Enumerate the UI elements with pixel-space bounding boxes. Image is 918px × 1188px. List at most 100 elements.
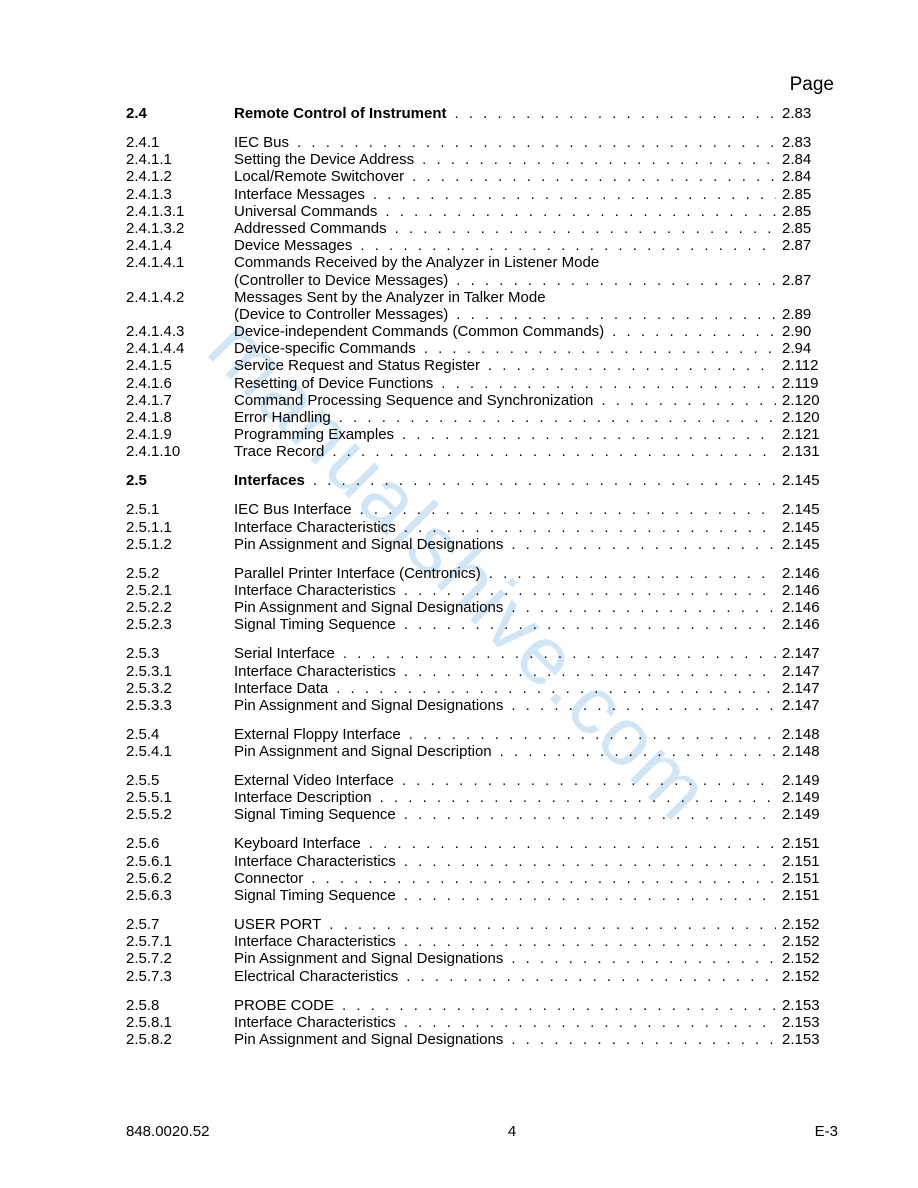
entry-page: 2.146	[776, 566, 838, 581]
dot-leader	[420, 152, 776, 167]
entry-title: Device-specific Commands	[234, 341, 422, 356]
dot-leader	[439, 376, 776, 391]
dot-leader	[404, 969, 776, 984]
entry-title-cont: (Device to Controller Messages)	[234, 307, 454, 322]
entry-page: 2.152	[776, 917, 838, 932]
dot-leader	[311, 473, 776, 488]
section-number: 2.4.1.7	[126, 393, 234, 408]
dot-leader	[334, 681, 776, 696]
entry-title: Device Messages	[234, 238, 358, 253]
dot-leader	[341, 646, 776, 661]
section-number: 2.4.1.4.2	[126, 290, 234, 305]
entry-page: 2.147	[776, 681, 838, 696]
dot-leader	[486, 358, 776, 373]
toc-row: 2.5.2Parallel Printer Interface (Centron…	[126, 566, 838, 581]
dot-leader	[402, 807, 776, 822]
entry-page: 2.83	[776, 135, 838, 150]
section-number: 2.5.7	[126, 917, 234, 932]
entry-title: Interface Messages	[234, 187, 371, 202]
entry-page: 2.148	[776, 727, 838, 742]
toc-row: 2.5.6.2Connector2.151	[126, 871, 838, 886]
entry-title-cont: (Controller to Device Messages)	[234, 273, 454, 288]
entry-page: 2.85	[776, 221, 838, 236]
entry-title: PROBE CODE	[234, 998, 340, 1013]
section-number: 2.5.7.1	[126, 934, 234, 949]
toc-row: 2.5.1.2Pin Assignment and Signal Designa…	[126, 537, 838, 552]
dot-leader	[454, 307, 776, 322]
section-number: 2.4.1.5	[126, 358, 234, 373]
section-number: 2.5.1.2	[126, 537, 234, 552]
toc-row: 2.5.3.2Interface Data2.147	[126, 681, 838, 696]
entry-title: USER PORT	[234, 917, 327, 932]
toc-row-continuation: 2.4.1.4.1(Controller to Device Messages)…	[126, 273, 838, 288]
section-number: 2.5.8.1	[126, 1015, 234, 1030]
dot-leader	[402, 583, 776, 598]
toc-row: 2.4.1.4.1Commands Received by the Analyz…	[126, 255, 838, 270]
entry-page: 2.85	[776, 187, 838, 202]
entry-title: Error Handling	[234, 410, 337, 425]
dot-leader	[402, 664, 776, 679]
section-number: 2.5.6.1	[126, 854, 234, 869]
entry-title: Trace Record	[234, 444, 330, 459]
entry-title: External Floppy Interface	[234, 727, 407, 742]
entry-page: 2.151	[776, 854, 838, 869]
section-number: 2.5.2	[126, 566, 234, 581]
toc-row: 2.5.8.2Pin Assignment and Signal Designa…	[126, 1032, 838, 1047]
table-of-contents: 2.4Remote Control of Instrument2.832.4.1…	[126, 106, 838, 1047]
dot-leader	[295, 135, 776, 150]
toc-row: 2.4.1.10Trace Record2.131	[126, 444, 838, 459]
entry-title: Addressed Commands	[234, 221, 393, 236]
toc-row: 2.5.2.3Signal Timing Sequence2.146	[126, 617, 838, 632]
dot-leader	[337, 410, 776, 425]
toc-row: 2.4.1.9Programming Examples2.121	[126, 427, 838, 442]
section-number: 2.4	[126, 106, 234, 121]
section-number: 2.4.1.2	[126, 169, 234, 184]
entry-page: 2.151	[776, 836, 838, 851]
entry-page: 2.147	[776, 646, 838, 661]
dot-leader	[599, 393, 776, 408]
entry-title: Connector	[234, 871, 309, 886]
dot-leader	[358, 238, 776, 253]
toc-row: 2.5.8.1Interface Characteristics2.153	[126, 1015, 838, 1030]
entry-page: 2.146	[776, 583, 838, 598]
entry-page: 2.149	[776, 807, 838, 822]
entry-page: 2.152	[776, 934, 838, 949]
entry-title: Device-independent Commands (Common Comm…	[234, 324, 610, 339]
dot-leader	[454, 273, 776, 288]
entry-title: Interfaces	[234, 473, 311, 488]
toc-row: 2.5.8PROBE CODE2.153	[126, 998, 838, 1013]
footer-center: 4	[508, 1123, 516, 1140]
toc-row: 2.4.1.4.3Device-independent Commands (Co…	[126, 324, 838, 339]
section-number: 2.5.6.3	[126, 888, 234, 903]
entry-title: Interface Characteristics	[234, 934, 402, 949]
section-number: 2.4.1.4.1	[126, 255, 234, 270]
toc-row: 2.5.5.2Signal Timing Sequence2.149	[126, 807, 838, 822]
entry-page: 2.145	[776, 502, 838, 517]
dot-leader	[330, 444, 776, 459]
dot-leader	[400, 773, 776, 788]
section-number: 2.5.2.3	[126, 617, 234, 632]
section-number: 2.5.3.1	[126, 664, 234, 679]
dot-leader	[610, 324, 776, 339]
entry-page: 2.90	[776, 324, 838, 339]
dot-leader	[309, 871, 776, 886]
toc-row: 2.4.1.8Error Handling2.120	[126, 410, 838, 425]
section-number: 2.4.1.3.2	[126, 221, 234, 236]
section-number: 2.5.7.3	[126, 969, 234, 984]
toc-row: 2.5.3Serial Interface2.147	[126, 646, 838, 661]
toc-row: 2.5.4.1Pin Assignment and Signal Descrip…	[126, 744, 838, 759]
toc-row: 2.4.1.3Interface Messages2.85	[126, 187, 838, 202]
entry-title: Interface Characteristics	[234, 854, 402, 869]
entry-page: 2.153	[776, 1032, 838, 1047]
entry-title: Interface Characteristics	[234, 520, 402, 535]
entry-page: 2.151	[776, 871, 838, 886]
toc-row: 2.5.7.1Interface Characteristics 2.152	[126, 934, 838, 949]
entry-page: 2.152	[776, 969, 838, 984]
toc-row: 2.4.1.2Local/Remote Switchover2.84	[126, 169, 838, 184]
dot-leader	[509, 1032, 776, 1047]
entry-page: 2.131	[776, 444, 838, 459]
entry-page: 2.145	[776, 537, 838, 552]
entry-page: 2.151	[776, 888, 838, 903]
entry-page: 2.121	[776, 427, 838, 442]
entry-page: 2.84	[776, 152, 838, 167]
